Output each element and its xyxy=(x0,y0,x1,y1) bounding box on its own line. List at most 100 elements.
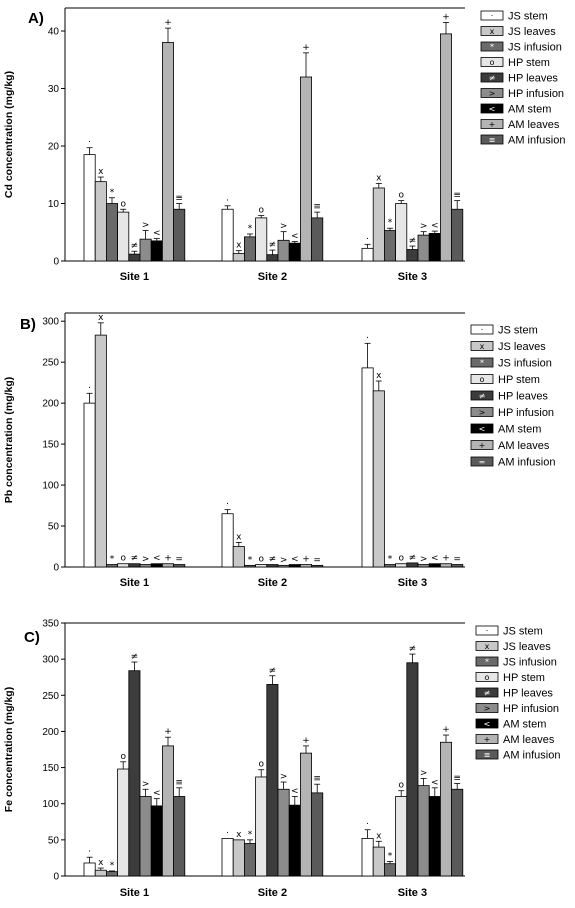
legend-label: JS leaves xyxy=(503,641,551,653)
bar xyxy=(255,776,268,877)
legend-swatch xyxy=(475,718,499,729)
bar-symbol: > xyxy=(420,768,428,778)
bar xyxy=(311,217,324,262)
bar xyxy=(361,247,374,262)
y-axis-label: Pb concentration (mg/kg) xyxy=(3,377,15,504)
legend-label: JS stem xyxy=(503,626,543,638)
y-tick-label: 0 xyxy=(53,257,59,268)
bar-symbol: * xyxy=(388,555,393,565)
legend-swatch xyxy=(480,103,504,114)
bar xyxy=(383,230,396,262)
bar-symbol: x xyxy=(376,371,382,381)
bar-symbol: + xyxy=(164,18,172,28)
bar xyxy=(94,869,107,877)
legend-swatch xyxy=(475,641,499,651)
bar-symbol: x xyxy=(98,167,104,177)
bar xyxy=(311,564,324,568)
legend-swatch xyxy=(480,134,504,145)
bar-symbol: < xyxy=(291,231,299,241)
bar xyxy=(451,788,464,877)
legend-swatch xyxy=(475,656,499,667)
legend-symbol: < xyxy=(484,720,491,729)
legend-swatch xyxy=(480,119,504,129)
bar-symbol: ≠ xyxy=(409,644,417,654)
legend-swatch xyxy=(475,687,499,698)
bar xyxy=(243,236,256,262)
bar xyxy=(288,564,301,568)
y-tick-label: 50 xyxy=(48,522,60,533)
bar-symbol: x xyxy=(236,241,242,251)
bar-symbol: o xyxy=(398,554,404,564)
bar-symbol: · xyxy=(88,847,91,857)
bar-symbol: ≠ xyxy=(131,241,139,251)
bar xyxy=(139,564,152,568)
category-label: Site 2 xyxy=(258,887,287,899)
bar xyxy=(150,563,163,568)
bar-symbol: + xyxy=(442,12,450,22)
bar-symbol: o xyxy=(120,554,126,564)
bar xyxy=(439,741,452,877)
legend-swatch xyxy=(480,41,504,52)
bar-symbol: > xyxy=(280,772,288,782)
bar xyxy=(406,562,419,568)
bar xyxy=(139,238,152,262)
bar xyxy=(383,863,396,877)
y-tick-label: 0 xyxy=(53,872,59,883)
legend-symbol: x xyxy=(485,642,490,651)
legend-symbol: o xyxy=(490,58,495,67)
legend-swatch xyxy=(470,374,494,384)
bar xyxy=(288,242,301,262)
bar-symbol: < xyxy=(153,554,161,564)
legend-swatch xyxy=(475,703,499,713)
bar xyxy=(311,792,324,877)
legend-symbol: * xyxy=(485,658,489,667)
bar-symbol: * xyxy=(388,218,393,228)
bar xyxy=(128,670,141,877)
legend-symbol: = xyxy=(479,458,486,467)
bar xyxy=(94,334,107,568)
legend-symbol: ≠ xyxy=(489,74,496,83)
legend-label: JS infusion xyxy=(498,358,552,370)
category-label: Site 3 xyxy=(398,271,427,283)
legend-symbol: ≡ xyxy=(489,136,496,145)
legend-symbol: o xyxy=(480,375,485,384)
bar-symbol: o xyxy=(398,781,404,791)
legend-symbol: * xyxy=(480,359,484,368)
bar-symbol: ≠ xyxy=(409,553,417,563)
legend-symbol: * xyxy=(490,43,494,52)
panel-label: B) xyxy=(20,316,36,333)
bar-symbol: x xyxy=(376,173,382,183)
bar-symbol: > xyxy=(420,555,428,565)
bar xyxy=(383,564,396,568)
bar xyxy=(255,217,268,262)
bar-symbol: x xyxy=(376,831,382,841)
bar xyxy=(128,563,141,568)
y-tick-label: 200 xyxy=(42,399,59,410)
bar xyxy=(232,253,245,262)
legend-swatch xyxy=(480,57,504,67)
bar-symbol: x xyxy=(98,858,104,868)
panel-1: 0 10 20 30 40 Cd concentration (mg/kg) A) · x * o ≠… xyxy=(3,7,565,283)
bar-symbol: > xyxy=(142,221,150,231)
y-tick-label: 250 xyxy=(42,358,59,369)
bar-symbol: x xyxy=(236,830,242,840)
legend-label: JS infusion xyxy=(503,657,557,669)
bar-symbol: o xyxy=(258,760,264,770)
bar xyxy=(417,234,430,262)
bar-symbol: ≡ xyxy=(175,778,183,788)
bar xyxy=(173,208,186,262)
y-tick-label: 250 xyxy=(42,691,59,702)
legend-swatch xyxy=(475,734,499,744)
bar-symbol: * xyxy=(110,188,115,198)
bar-symbol: o xyxy=(258,555,264,565)
legend-swatch xyxy=(475,672,499,682)
category-label: Site 1 xyxy=(120,887,149,899)
bar xyxy=(117,563,130,568)
legend-label: HP leaves xyxy=(503,688,553,700)
bar-symbol: = xyxy=(313,555,321,565)
bar-symbol: · xyxy=(226,196,229,206)
y-tick-label: 100 xyxy=(42,481,59,492)
legend-label: JS leaves xyxy=(498,341,546,353)
bar-symbol: > xyxy=(142,555,150,565)
